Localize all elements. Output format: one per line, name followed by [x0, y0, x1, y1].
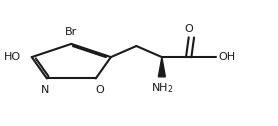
Text: N: N — [41, 85, 50, 95]
Text: O: O — [95, 85, 104, 95]
Text: O: O — [184, 24, 193, 34]
Text: NH$_2$: NH$_2$ — [151, 81, 173, 95]
Polygon shape — [158, 57, 165, 77]
Text: HO: HO — [4, 52, 21, 62]
Text: Br: Br — [65, 27, 78, 37]
Text: OH: OH — [218, 52, 235, 62]
